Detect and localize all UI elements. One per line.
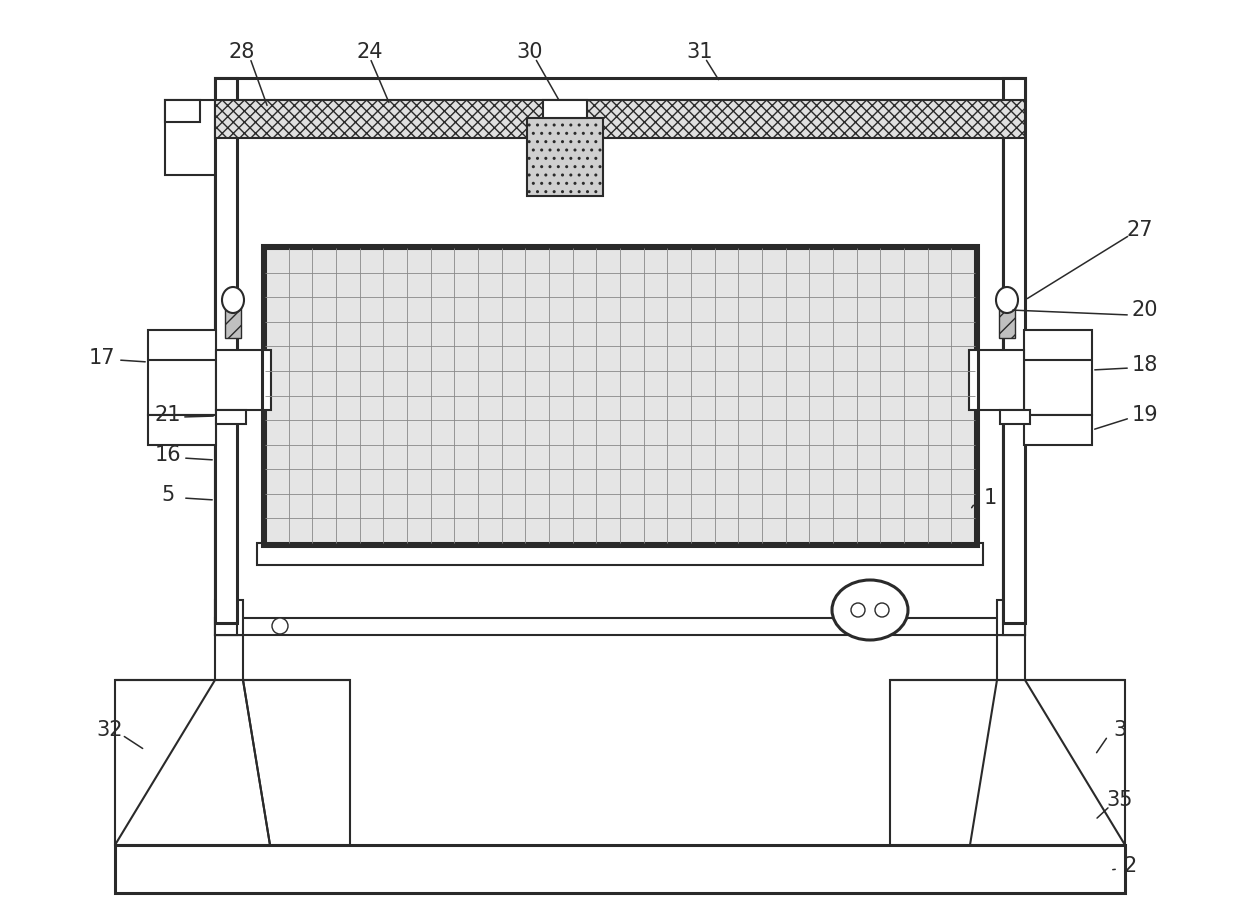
Bar (997, 635, 1025, 845)
Bar (165, 100, 200, 122)
Bar (890, 680, 1125, 845)
Bar (148, 415, 216, 445)
Text: 31: 31 (687, 42, 713, 62)
Circle shape (272, 618, 288, 634)
Bar (257, 543, 983, 565)
Bar (1024, 415, 1092, 445)
Bar (262, 245, 978, 546)
Text: 3: 3 (1114, 720, 1127, 740)
Bar (215, 120, 237, 635)
Circle shape (875, 603, 889, 617)
Text: 35: 35 (1107, 790, 1133, 810)
Bar (115, 680, 350, 845)
Bar (997, 600, 1025, 635)
Text: 21: 21 (155, 405, 181, 425)
Text: 2: 2 (1123, 856, 1137, 876)
Text: 1: 1 (983, 488, 997, 508)
Bar (216, 410, 246, 424)
Bar (215, 78, 237, 623)
Ellipse shape (996, 287, 1018, 313)
Bar (215, 100, 1025, 138)
Bar (115, 845, 1125, 893)
Text: 5: 5 (161, 485, 175, 505)
Text: 27: 27 (1127, 220, 1153, 240)
Bar (215, 635, 243, 845)
Bar (1003, 78, 1025, 623)
Bar (215, 618, 1025, 635)
Text: 28: 28 (229, 42, 255, 62)
Bar (999, 300, 1016, 338)
Bar (215, 78, 1025, 100)
Ellipse shape (832, 580, 908, 640)
Bar (1024, 330, 1092, 415)
Bar (1003, 120, 1025, 635)
Text: 18: 18 (1132, 355, 1158, 375)
Text: 19: 19 (1132, 405, 1158, 425)
Bar (215, 600, 243, 635)
Text: 17: 17 (89, 348, 115, 368)
Text: 32: 32 (97, 720, 123, 740)
Bar (148, 330, 216, 415)
Text: 24: 24 (357, 42, 383, 62)
Bar (999, 410, 1030, 424)
Bar (165, 100, 215, 175)
Bar (968, 350, 1024, 410)
Bar (224, 300, 241, 338)
Circle shape (851, 603, 866, 617)
Bar (265, 248, 975, 543)
Ellipse shape (222, 287, 244, 313)
Text: 30: 30 (517, 42, 543, 62)
Text: 20: 20 (1132, 300, 1158, 320)
Bar (527, 118, 603, 196)
Bar (543, 100, 587, 118)
Bar (216, 350, 272, 410)
Text: 16: 16 (155, 445, 181, 465)
